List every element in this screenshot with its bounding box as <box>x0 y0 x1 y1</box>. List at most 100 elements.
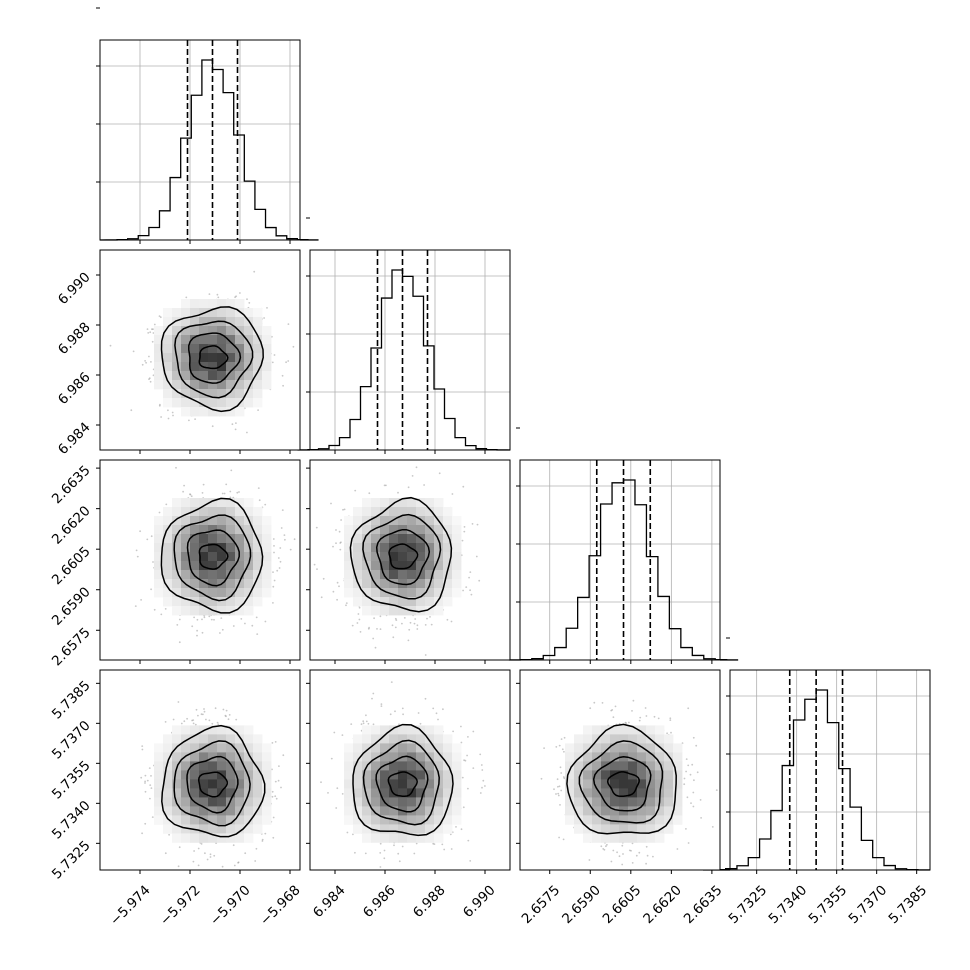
density-cell <box>181 308 191 318</box>
density-cell <box>443 516 453 526</box>
histogram-panel-3 <box>508 427 739 664</box>
density-cell <box>154 371 164 381</box>
density-cell <box>253 344 263 354</box>
density-cell <box>434 498 444 508</box>
sample-point <box>160 416 163 418</box>
density-cell <box>262 543 272 553</box>
sample-point <box>194 418 197 420</box>
sample-point <box>345 602 348 604</box>
sample-point <box>285 361 287 364</box>
sample-point <box>407 639 410 642</box>
density-cell <box>226 525 236 535</box>
density-cell <box>262 516 272 526</box>
density-cell <box>172 597 182 607</box>
sample-point <box>251 624 254 627</box>
scatter-panel-r2-c1 <box>96 249 301 454</box>
density-cell <box>452 561 462 571</box>
density-cell <box>262 588 272 598</box>
sample-point <box>277 557 280 559</box>
sample-point <box>429 616 431 618</box>
sample-point <box>450 620 453 623</box>
sample-point <box>248 302 251 304</box>
sample-point <box>469 571 472 573</box>
density-cell <box>208 570 218 580</box>
density-cell <box>353 552 363 562</box>
sample-point <box>342 508 344 511</box>
sample-point <box>372 637 375 640</box>
sample-point <box>423 484 425 486</box>
density-cell <box>362 507 372 517</box>
sample-point <box>171 411 174 414</box>
sample-point <box>258 499 261 502</box>
density-cell <box>190 353 200 363</box>
density-cell <box>208 299 218 309</box>
density-cell <box>190 326 200 336</box>
sample-point <box>476 523 479 526</box>
sample-point <box>189 493 192 496</box>
density-cell <box>172 362 182 372</box>
sample-point <box>203 616 206 619</box>
density-cell <box>407 588 417 598</box>
density-cell <box>226 579 236 589</box>
sample-point <box>284 538 286 541</box>
sample-point <box>225 483 228 486</box>
sample-point <box>256 633 259 635</box>
sample-point <box>322 577 325 580</box>
density-cell <box>235 389 245 399</box>
density-cell <box>217 308 227 318</box>
density-cell <box>181 407 191 417</box>
density-cell <box>208 534 218 544</box>
sample-point <box>219 632 221 634</box>
sample-point <box>109 344 112 347</box>
density-cell <box>371 498 381 508</box>
density-cell <box>172 606 182 616</box>
sample-point <box>257 487 260 489</box>
sample-point <box>315 526 318 529</box>
sample-point <box>272 585 275 588</box>
sample-point <box>230 469 233 472</box>
density-cell <box>172 552 182 562</box>
density-cell <box>371 561 381 571</box>
density-cell <box>253 353 263 363</box>
density-cell <box>389 606 399 616</box>
sample-point <box>197 847 200 850</box>
sample-point <box>152 561 154 563</box>
sample-point <box>144 790 147 793</box>
density-cell <box>154 579 164 589</box>
density-cell <box>217 606 227 616</box>
density-cell <box>371 606 381 616</box>
sample-point <box>221 492 224 495</box>
sample-point <box>234 428 237 431</box>
density-cell <box>389 570 399 580</box>
density-cell <box>154 516 164 526</box>
density-cell <box>452 588 462 598</box>
sample-point <box>463 530 466 533</box>
sample-point <box>462 485 465 488</box>
histogram-bars <box>99 59 319 241</box>
sample-point <box>451 493 454 495</box>
sample-point <box>190 495 193 498</box>
sample-point <box>151 340 154 343</box>
sample-point <box>426 617 428 620</box>
sample-point <box>140 599 143 601</box>
density-cell <box>217 561 227 571</box>
sample-point <box>152 332 155 334</box>
density-cell <box>253 398 263 408</box>
density-cell <box>199 335 209 345</box>
density-cell <box>262 561 272 571</box>
sample-point <box>201 631 204 634</box>
density-cell <box>371 543 381 553</box>
panel-frame <box>99 39 301 241</box>
sample-point <box>292 345 295 348</box>
sample-point <box>164 852 167 855</box>
density-cell <box>208 362 218 372</box>
scatter-panel-r3-c1 <box>96 459 301 664</box>
sample-point <box>188 419 190 422</box>
density-cell <box>398 552 408 562</box>
density-cell <box>181 543 191 553</box>
sample-point <box>151 816 154 818</box>
density-cell <box>416 543 426 553</box>
density-cell <box>262 579 272 589</box>
sample-point <box>266 307 268 309</box>
sample-point <box>338 530 341 533</box>
